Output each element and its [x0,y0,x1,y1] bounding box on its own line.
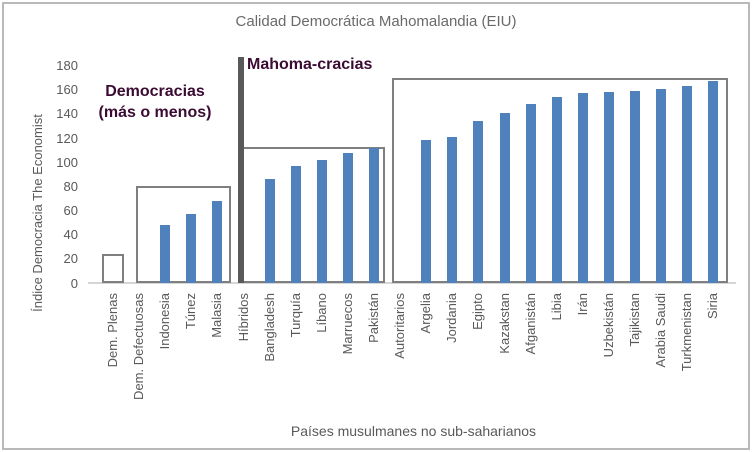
bar-kazakstan [499,112,510,283]
x-axis-line [88,282,736,284]
annotation-mahoma-cracias: Mahoma-cracias [247,56,373,73]
bar-bangladesh [264,179,275,283]
x-axis-category-label-bangladesh: Bangladesh [261,293,277,362]
y-axis-tick-label: 160 [56,82,78,98]
bar-líbano [316,159,327,283]
bar-egipto [473,121,484,283]
x-axis-category-label-dem-plenas: Dem. Plenas [105,293,121,368]
bar-irán [577,93,588,283]
x-axis-category-label-pakistán: Pakistán [366,293,382,343]
x-axis-category-label-túnez: Túnez [183,293,199,330]
y-axis-tick-label: 100 [56,154,78,170]
bar-argelia [421,140,432,283]
y-axis-tick-label: 60 [63,203,78,219]
bar-tajikistan [630,90,641,283]
annotation-democracias-line2: (más o menos) [98,104,212,121]
x-axis-category-label-dem-defectuosas: Dem. Defectuosas [131,293,147,400]
x-axis-category-label-siria: Siria [705,293,721,320]
bar-marruecos [342,152,353,283]
y-axis-tick-label: 80 [63,178,78,194]
bar-arabia-saudi [656,88,667,283]
x-axis-category-label-libia: Libia [548,293,564,321]
chart-title: Calidad Democrática Mahomalandia (EIU) [235,13,517,30]
x-axis-category-label-líbano: Líbano [313,293,329,333]
bar-jordania [447,136,458,283]
bar-uzbekistán [603,92,614,283]
x-axis-category-label-híbridos: Híbridos [235,293,251,342]
x-axis-category-label-arabia-saudi: Arabia Saudi [653,293,669,368]
y-axis-tick-label: 140 [56,106,78,122]
bar-indonesia [160,225,171,283]
x-axis-category-label-autoritarios: Autoritarios [392,293,408,359]
x-axis-category-label-indonesia: Indonesia [157,293,173,350]
x-axis-category-label-turquía: Turquía [287,293,303,338]
group-divider-line [237,57,244,283]
x-axis-category-label-afganistán: Afganistán [522,293,538,355]
group-box-dem-defectuosas [135,186,232,283]
y-axis-tick-label: 20 [63,251,78,267]
bar-pakistán [369,147,380,283]
x-axis-title: Países musulmanes no sub-saharianos [290,423,537,439]
group-box-dem-plenas [102,254,125,283]
x-axis-category-label-egipto: Egipto [470,293,486,330]
x-axis-category-label-jordania: Jordania [444,293,460,343]
annotation-democracias: Democracias (más o menos) [88,81,222,123]
bar-turkmenistan [682,86,693,283]
y-axis-tick-label: 40 [63,227,78,243]
y-axis-tick-label: 0 [70,275,78,291]
bar-afganistán [525,104,536,283]
x-axis-category-label-malasia: Malasia [209,293,225,338]
y-axis-tick-label: 120 [56,130,78,146]
x-axis-category-label-tajikistan: Tajikistan [627,293,643,347]
x-axis-category-label-kazakstan: Kazakstan [496,293,512,354]
x-axis-category-label-uzbekistán: Uzbekistán [600,293,616,358]
bar-turquía [290,165,301,283]
bar-malasia [212,200,223,283]
bar-libia [551,96,562,283]
x-axis-category-label-turkmenistan: Turkmenistan [679,293,695,372]
x-axis-category-label-marruecos: Marruecos [339,293,355,355]
bar-siria [708,81,719,283]
x-axis-category-label-argelia: Argelia [418,293,434,334]
bar-túnez [186,214,197,283]
x-axis-category-label-irán: Irán [574,293,590,316]
group-box-híbridos [241,146,386,283]
annotation-democracias-line1: Democracias [105,83,205,100]
y-axis-tick-label: 180 [56,58,78,74]
